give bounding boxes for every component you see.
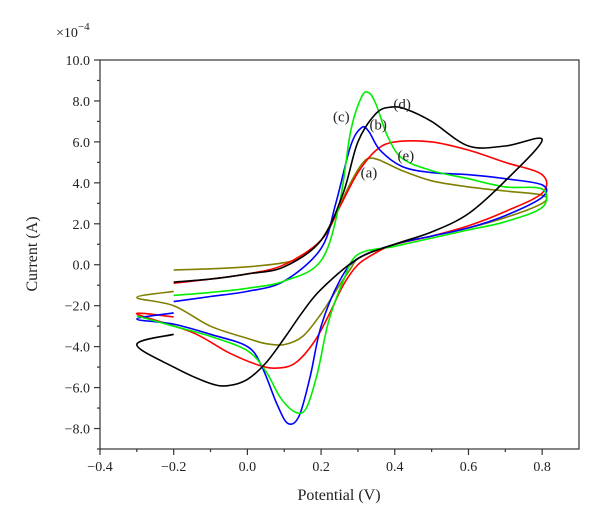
curve-label: (d)	[393, 97, 411, 113]
plot-frame	[99, 59, 580, 450]
x-axis-title: Potential (V)	[297, 487, 380, 504]
x-tick-label: 0.6	[460, 460, 478, 475]
series-b	[136, 125, 548, 426]
curve-label: (a)	[361, 166, 378, 182]
x-tick-label: 0.8	[533, 460, 551, 475]
y-tick-label: 10.0	[66, 54, 91, 69]
y-axis-title: Current (A)	[24, 216, 41, 291]
curve-label: (b)	[369, 118, 387, 134]
series-e	[135, 140, 548, 369]
y-tick-label: 0.0	[73, 259, 91, 274]
annotation-layer: (a) (b) (c) (d) (e)	[333, 97, 414, 182]
curve-label: (c)	[333, 109, 350, 125]
y-tick-label: −4.0	[65, 341, 90, 356]
series-c	[136, 90, 548, 415]
x-tick-label: 0.0	[239, 460, 257, 475]
y-multiplier-label: ×10−4	[56, 21, 90, 41]
y-tick-label: 4.0	[73, 177, 91, 192]
y-tick-label: 6.0	[73, 136, 91, 151]
series-d	[136, 105, 543, 387]
y-tick-label: 2.0	[73, 218, 91, 233]
series-a	[136, 157, 548, 346]
y-tick-label: −6.0	[65, 382, 90, 397]
curve-label: (e)	[397, 148, 414, 164]
x-tick-label: 0.4	[386, 460, 404, 475]
y-tick-label: −8.0	[65, 423, 90, 438]
x-tick-label: −0.4	[87, 460, 112, 475]
ticks-layer: −0.4 −0.2 0.0 0.2 0.4 0.6 0.8 −8.0 −6.0 −4.0 −2.0 0…	[65, 54, 551, 475]
series-layer	[135, 90, 548, 426]
x-tick-label: −0.2	[161, 460, 186, 475]
y-tick-label: −2.0	[65, 300, 90, 315]
x-tick-label: 0.2	[312, 460, 330, 475]
y-tick-label: 8.0	[73, 95, 91, 110]
